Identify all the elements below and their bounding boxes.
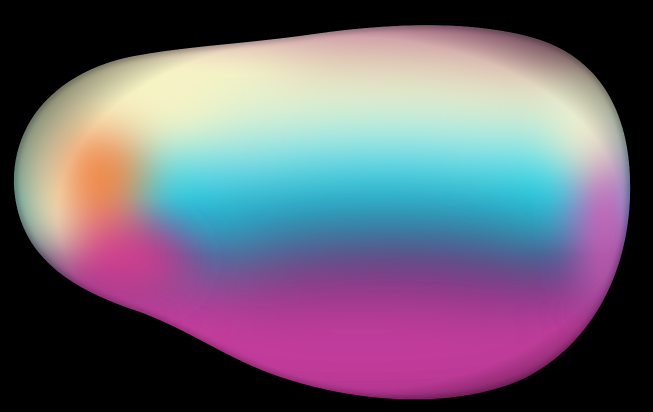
blob-body [13,25,631,400]
iridescent-blob-graphic [11,23,633,402]
scene-canvas [11,23,633,402]
